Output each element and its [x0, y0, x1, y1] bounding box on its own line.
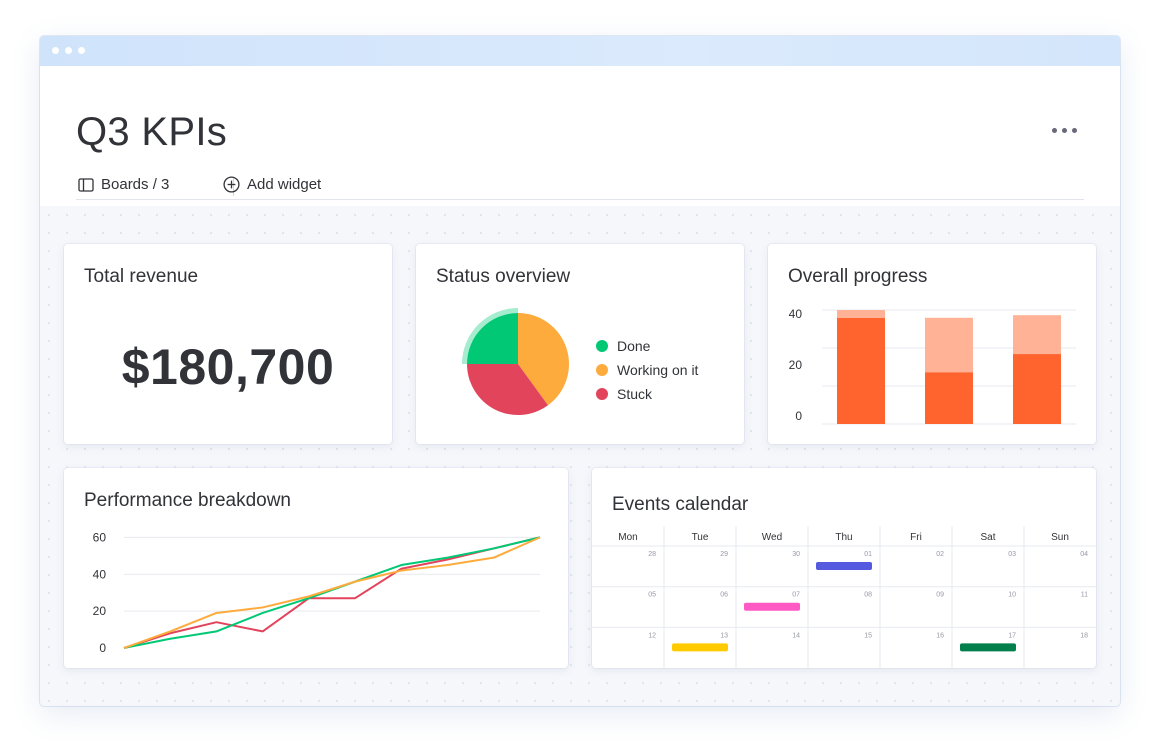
series-line-1[interactable] — [123, 536, 541, 649]
more-dot — [1062, 128, 1067, 133]
events-calendar-widget[interactable]: Events calendar Mon Tue Wed Thu Fri Sat Sun 28 2… — [592, 468, 1096, 668]
series-line-3[interactable] — [123, 536, 541, 649]
pie-slice-working-on-it[interactable] — [518, 313, 569, 406]
bar-segment-secondary[interactable] — [837, 310, 885, 318]
calendar-event[interactable] — [672, 643, 728, 652]
calendar-event[interactable] — [744, 602, 800, 611]
y-tick-label: 40 — [789, 307, 803, 321]
legend-item: Done — [596, 334, 698, 358]
performance-line-chart: 0 20 40 60 — [93, 530, 541, 655]
y-tick-label: 40 — [93, 567, 107, 581]
calendar-day[interactable]: 02 — [936, 551, 944, 558]
dashboard-window: Q3 KPIs Boards / 3 Add widget Total — [40, 36, 1120, 706]
weekday-label: Fri — [910, 532, 922, 543]
calendar-event[interactable] — [960, 643, 1016, 652]
more-horizontal-icon — [1052, 128, 1057, 133]
y-tick-label: 0 — [99, 641, 106, 655]
calendar-day[interactable]: 17 — [1008, 632, 1016, 639]
dashboard-header: Q3 KPIs — [40, 66, 1120, 206]
status-pie-chart — [462, 308, 569, 415]
page-title: Q3 KPIs — [76, 110, 228, 154]
board-icon — [78, 177, 94, 192]
boards-link[interactable]: Boards / 3 — [78, 176, 169, 193]
widget-title: Total revenue — [84, 266, 199, 287]
calendar-day[interactable]: 05 — [648, 592, 656, 599]
bar-segment-secondary[interactable] — [925, 317, 973, 373]
calendar-day[interactable]: 06 — [720, 592, 728, 599]
window-dot-3[interactable] — [78, 47, 85, 54]
window-dot-2[interactable] — [65, 47, 72, 54]
pie-slice-done[interactable] — [467, 313, 518, 364]
pie-slice-stuck[interactable] — [467, 364, 548, 415]
progress-bar-chart: 0 20 40 — [789, 307, 1076, 425]
legend-item: Working on it — [596, 358, 698, 382]
calendar-day[interactable]: 10 — [1008, 592, 1016, 599]
calendar-day[interactable]: 30 — [792, 551, 800, 558]
calendar-day[interactable]: 13 — [720, 632, 728, 639]
bar-segment-secondary[interactable] — [1013, 315, 1061, 355]
calendar-day[interactable]: 11 — [1081, 592, 1088, 599]
bar-segment-primary[interactable] — [925, 372, 973, 424]
calendar-day[interactable]: 15 — [864, 632, 872, 639]
boards-label: Boards / 3 — [101, 176, 170, 193]
legend-label: Done — [617, 338, 651, 354]
calendar-day[interactable]: 04 — [1080, 551, 1088, 558]
pie-slice-highlight — [462, 308, 518, 364]
more-dot — [1072, 128, 1077, 133]
calendar-day[interactable]: 08 — [864, 592, 872, 599]
legend-item: Stuck — [596, 382, 698, 406]
calendar-event[interactable] — [816, 562, 872, 570]
add-widget-button[interactable]: Add widget — [223, 176, 321, 193]
widget-title: Events calendar — [612, 494, 749, 515]
weekday-label: Sat — [980, 532, 995, 543]
calendar-day[interactable]: 28 — [648, 551, 656, 558]
y-tick-label: 20 — [93, 604, 107, 618]
calendar-day[interactable]: 18 — [1080, 632, 1088, 639]
calendar-day[interactable]: 09 — [936, 592, 944, 599]
legend-swatch — [596, 388, 608, 400]
legend-swatch — [596, 364, 608, 376]
weekday-label: Thu — [835, 532, 852, 543]
weekday-label: Sun — [1051, 532, 1069, 543]
calendar-day[interactable]: 12 — [648, 632, 656, 639]
performance-widget[interactable]: Performance breakdown 0 20 40 60 — [64, 468, 568, 668]
y-tick-label: 60 — [93, 530, 107, 544]
weekday-label: Tue — [692, 532, 709, 543]
y-tick-label: 0 — [795, 409, 802, 423]
overall-progress-widget[interactable]: Overall progress 0 20 40 — [768, 244, 1096, 444]
legend-label: Stuck — [617, 386, 653, 402]
y-tick-label: 20 — [789, 358, 803, 372]
plus-circle-icon — [223, 176, 240, 193]
legend-swatch — [596, 340, 608, 352]
more-options-button[interactable] — [1050, 126, 1084, 136]
title-bar — [40, 36, 1120, 66]
pie-legend: Done Working on it Stuck — [596, 334, 698, 406]
bar-segment-primary[interactable] — [837, 317, 885, 424]
header-divider — [76, 199, 1084, 200]
widget-title: Performance breakdown — [84, 490, 291, 511]
series-line-2[interactable] — [123, 536, 541, 649]
add-widget-label: Add widget — [247, 176, 322, 193]
weekday-label: Mon — [618, 532, 637, 543]
window-dot-1[interactable] — [52, 47, 59, 54]
bar-segment-primary[interactable] — [1013, 354, 1061, 424]
revenue-value: $180,700 — [121, 339, 335, 395]
widget-title: Overall progress — [788, 266, 928, 287]
weekday-label: Wed — [762, 532, 782, 543]
calendar-day[interactable]: 14 — [792, 632, 800, 639]
calendar-day[interactable]: 29 — [720, 551, 728, 558]
calendar-day[interactable]: 01 — [864, 551, 872, 558]
status-overview-widget[interactable]: Status overview Done Working on it Stuck — [416, 244, 744, 444]
calendar-grid: Mon Tue Wed Thu Fri Sat Sun 28 29 30 01 02 03 04 05 06 0… — [592, 526, 1096, 668]
calendar-day[interactable]: 07 — [792, 592, 800, 599]
breadcrumb-divider — [233, 178, 234, 196]
widget-title: Status overview — [436, 266, 571, 287]
revenue-widget[interactable]: Total revenue $180,700 — [64, 244, 392, 444]
legend-label: Working on it — [617, 362, 699, 378]
calendar-day[interactable]: 16 — [936, 632, 944, 639]
calendar-day[interactable]: 03 — [1008, 551, 1016, 558]
